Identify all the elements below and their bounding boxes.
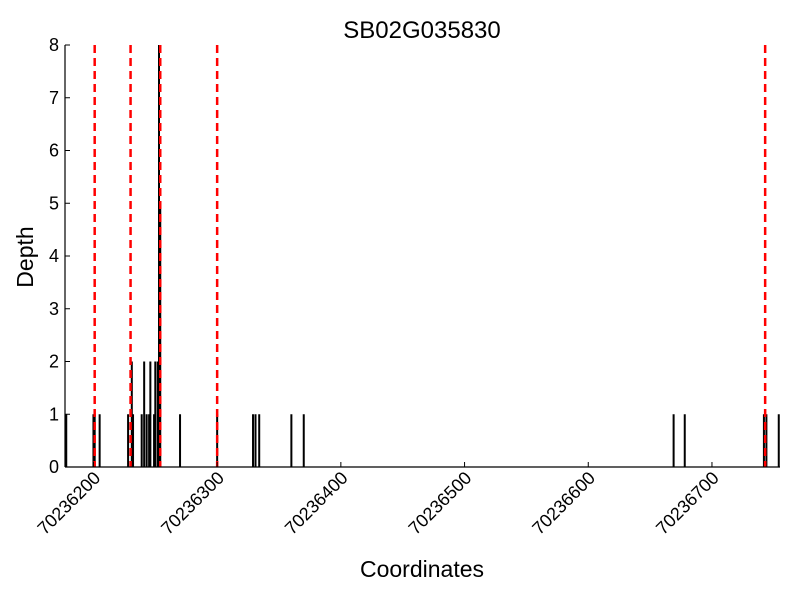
x-tick-label: 70236300 xyxy=(157,468,228,539)
y-tick-label: 7 xyxy=(49,88,59,108)
x-axis-label: Coordinates xyxy=(360,556,484,582)
depth-bar xyxy=(290,414,293,467)
x-tick-label: 70236200 xyxy=(34,468,105,539)
x-tick-label: 70236500 xyxy=(405,468,476,539)
depth-bar xyxy=(127,414,130,467)
depth-bar xyxy=(149,361,152,467)
y-tick-label: 5 xyxy=(49,193,59,213)
y-tick-label: 3 xyxy=(49,299,59,319)
depth-bar xyxy=(672,414,675,467)
depth-bar xyxy=(179,414,182,467)
depth-bar xyxy=(156,361,159,467)
x-tick-label: 70236700 xyxy=(652,468,723,539)
depth-bar xyxy=(252,414,255,467)
depth-bar xyxy=(65,414,68,467)
y-tick-label: 8 xyxy=(49,35,59,55)
depth-bar xyxy=(153,414,156,467)
x-tick-label: 70236400 xyxy=(281,468,352,539)
depth-bar xyxy=(154,361,157,467)
depth-bar xyxy=(302,414,305,467)
depth-bar xyxy=(143,361,146,467)
depth-bar xyxy=(132,414,135,467)
depth-bar xyxy=(777,414,780,467)
y-tick-label: 2 xyxy=(49,352,59,372)
depth-bar xyxy=(254,414,257,467)
depth-bar xyxy=(98,414,101,467)
y-tick-label: 6 xyxy=(49,141,59,161)
y-tick-label: 4 xyxy=(49,246,59,266)
chart-title: SB02G035830 xyxy=(343,17,500,44)
depth-bar xyxy=(145,414,148,467)
x-tick-label: 70236600 xyxy=(528,468,599,539)
depth-bar xyxy=(683,414,686,467)
depth-bar xyxy=(148,414,151,467)
y-tick-label: 0 xyxy=(49,457,59,477)
depth-bar xyxy=(258,414,261,467)
y-axis-label: Depth xyxy=(12,226,38,287)
depth-bar xyxy=(140,414,143,467)
y-tick-label: 1 xyxy=(49,404,59,424)
plot-area: 0 1 2 3 4 5 6 7 8 70236200 70236300 70236400 7023650… xyxy=(34,35,780,538)
